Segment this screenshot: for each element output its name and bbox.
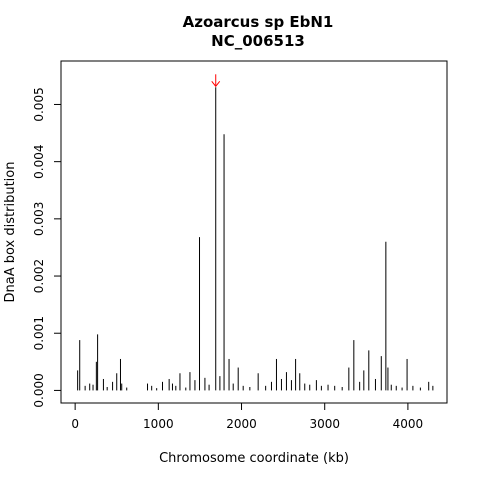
- x-tick-label-1: 1000: [143, 417, 174, 431]
- y-tick-label-0: 0.000: [32, 373, 46, 407]
- y-tick-label-2: 0.002: [32, 259, 46, 293]
- y-axis-label: DnaA box distribution: [3, 162, 18, 303]
- plot-frame: [60, 60, 448, 404]
- x-axis-label: Chromosome coordinate (kb): [159, 451, 349, 466]
- peak-arrow-icon: [211, 74, 221, 88]
- x-tick-label-2: 2000: [226, 417, 257, 431]
- x-axis: 0 1000 2000 3000 4000: [71, 402, 424, 431]
- y-tick-label-1: 0.001: [32, 316, 46, 350]
- y-tick-label-4: 0.004: [32, 144, 46, 178]
- chart-title: Azoarcus sp EbN1: [183, 13, 334, 31]
- y-tick-label-3: 0.003: [32, 202, 46, 236]
- arrow-head: [211, 80, 221, 88]
- x-tick-label-3: 3000: [309, 417, 340, 431]
- chart-subtitle: NC_006513: [211, 32, 305, 50]
- bars-group: [77, 87, 434, 391]
- x-tick-label-0: 0: [71, 417, 79, 431]
- y-axis: 0.000 0.001 0.002 0.003 0.004 0.005: [32, 87, 62, 408]
- y-tick-label-5: 0.005: [32, 87, 46, 121]
- x-tick-label-4: 4000: [393, 417, 424, 431]
